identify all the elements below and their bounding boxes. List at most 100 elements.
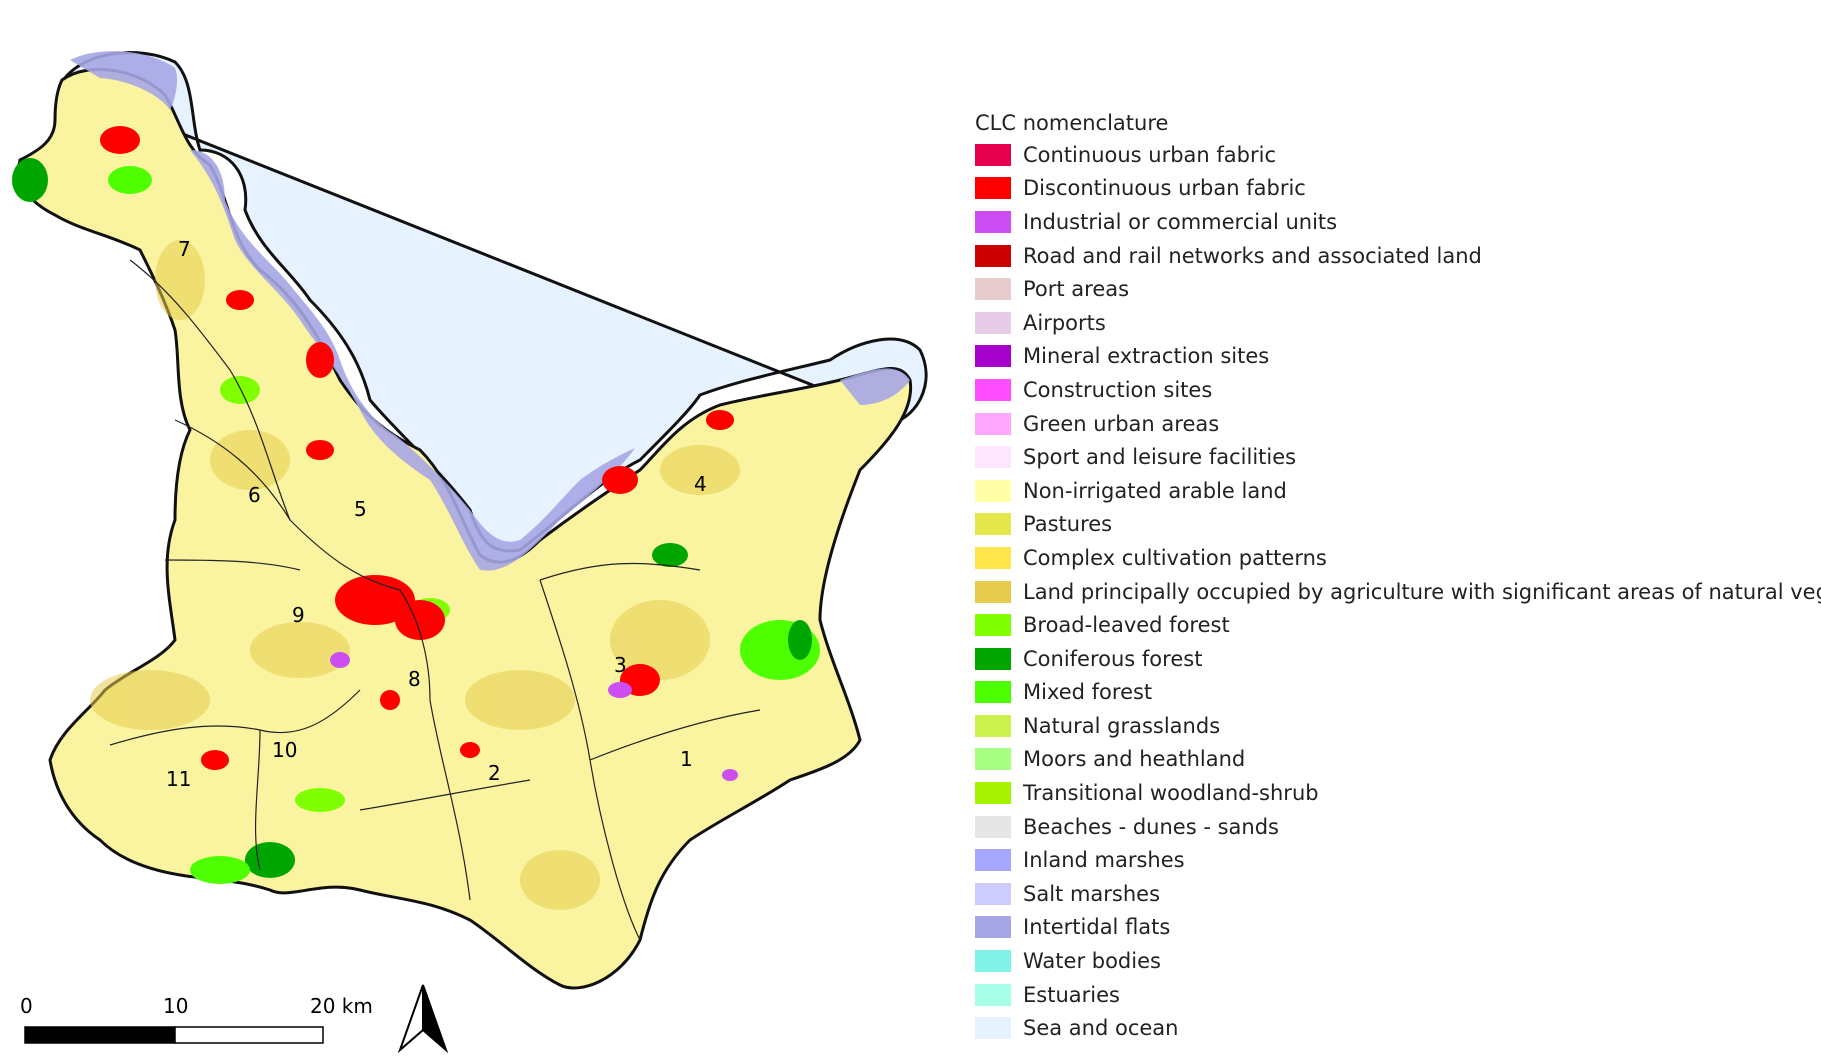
- legend-item: Mixed forest: [975, 676, 1815, 710]
- zone-label-7: 7: [178, 237, 191, 261]
- zone-label-8: 8: [408, 667, 421, 691]
- legend-label: Non-irrigated arable land: [1023, 478, 1287, 503]
- legend-label: Green urban areas: [1023, 411, 1220, 436]
- legend-label: Pastures: [1023, 512, 1113, 537]
- legend-swatch: [975, 580, 1011, 603]
- urban-areas: [100, 126, 734, 770]
- zone-label-11: 11: [166, 767, 191, 791]
- legend-label: Inland marshes: [1023, 848, 1185, 873]
- legend-label: Moors and heathland: [1023, 747, 1246, 772]
- legend-item: Natural grasslands: [975, 709, 1815, 743]
- sea-area: [57, 51, 928, 553]
- scale-bar: 0 10 20 km: [20, 994, 373, 1044]
- legend-label: Beaches - dunes - sands: [1023, 814, 1279, 839]
- legend-swatch: [975, 681, 1011, 704]
- legend-item: Sport and leisure facilities: [975, 440, 1815, 474]
- legend-label: Port areas: [1023, 277, 1130, 302]
- legend-swatch: [975, 244, 1011, 267]
- legend-swatch: [975, 950, 1011, 973]
- zone-label-9: 9: [292, 603, 305, 627]
- legend-swatch: [975, 446, 1011, 469]
- legend-label: Mineral extraction sites: [1023, 344, 1270, 369]
- legend-swatch: [975, 882, 1011, 905]
- legend-item: Road and rail networks and associated la…: [975, 239, 1815, 273]
- legend-label: Complex cultivation patterns: [1023, 545, 1327, 570]
- legend-swatch: [975, 1017, 1011, 1040]
- scale-label-20: 20 km: [310, 994, 373, 1018]
- north-arrow-icon: [397, 984, 449, 1054]
- legend-swatch: [975, 782, 1011, 805]
- legend-item: Mineral extraction sites: [975, 340, 1815, 374]
- legend-swatch: [975, 479, 1011, 502]
- legend-item: Salt marshes: [975, 877, 1815, 911]
- legend-swatch: [975, 177, 1011, 200]
- legend-label: Construction sites: [1023, 377, 1213, 402]
- legend-item: Complex cultivation patterns: [975, 541, 1815, 575]
- sub-basin-boundaries: [109, 259, 761, 941]
- legend-items: Continuous urban fabric Discontinuous urb…: [975, 138, 1821, 1045]
- legend-swatch: [975, 546, 1011, 569]
- legend-swatch: [975, 345, 1011, 368]
- legend-item: Construction sites: [975, 373, 1815, 407]
- legend-item: Land principally occupied by agriculture…: [975, 575, 1821, 609]
- legend-swatch: [975, 311, 1011, 334]
- legend-item: Coniferous forest: [975, 642, 1815, 676]
- legend-label: Water bodies: [1023, 949, 1161, 974]
- legend-label: Estuaries: [1023, 982, 1120, 1007]
- legend-item: Transitional woodland-shrub: [975, 776, 1815, 810]
- legend-item: Discontinuous urban fabric: [975, 172, 1815, 206]
- legend-swatch: [975, 916, 1011, 939]
- legend-label: Sea and ocean: [1023, 1016, 1179, 1041]
- legend-label: Salt marshes: [1023, 881, 1161, 906]
- legend-label: Natural grasslands: [1023, 713, 1221, 738]
- legend-item: Estuaries: [975, 978, 1815, 1012]
- legend-label: Mixed forest: [1023, 680, 1153, 705]
- legend-label: Land principally occupied by agriculture…: [1023, 579, 1821, 604]
- legend-swatch: [975, 647, 1011, 670]
- agriculture-patches: [90, 240, 740, 910]
- legend-swatch: [975, 513, 1011, 536]
- legend-item: Moors and heathland: [975, 743, 1815, 777]
- zone-label-4: 4: [694, 472, 707, 496]
- legend-title: CLC nomenclature: [975, 111, 1169, 135]
- legend-item: Beaches - dunes - sands: [975, 810, 1815, 844]
- legend-swatch: [975, 614, 1011, 637]
- legend-label: Discontinuous urban fabric: [1023, 176, 1306, 201]
- zone-label-10: 10: [272, 738, 297, 762]
- legend-item: Inland marshes: [975, 843, 1815, 877]
- legend-label: Broad-leaved forest: [1023, 613, 1230, 638]
- land-cover-map: 1 2 3 4 5 6 7 8 9 10 11 0 10 20 km: [12, 51, 928, 1054]
- legend-label: Airports: [1023, 310, 1106, 335]
- legend-label: Industrial or commercial units: [1023, 209, 1338, 234]
- legend-swatch: [975, 143, 1011, 166]
- zone-label-2: 2: [488, 761, 501, 785]
- legend-item: Intertidal flats: [975, 911, 1815, 945]
- legend-swatch: [975, 210, 1011, 233]
- legend-item: Pastures: [975, 508, 1815, 542]
- legend-item: Water bodies: [975, 944, 1815, 978]
- zone-label-3: 3: [614, 653, 627, 677]
- industrial-areas: [330, 652, 738, 781]
- legend-item: Broad-leaved forest: [975, 608, 1815, 642]
- legend-swatch: [975, 714, 1011, 737]
- zone-label-5: 5: [354, 497, 367, 521]
- legend-item: Port areas: [975, 272, 1815, 306]
- legend-swatch: [975, 849, 1011, 872]
- legend-label: Road and rail networks and associated la…: [1023, 243, 1482, 268]
- legend: CLC nomenclature Continuous urban fabric…: [975, 108, 1821, 1045]
- legend-label: Intertidal flats: [1023, 915, 1171, 940]
- legend-label: Coniferous forest: [1023, 646, 1203, 671]
- legend-label: Transitional woodland-shrub: [1023, 781, 1319, 806]
- legend-item: Sea and ocean: [975, 1011, 1815, 1045]
- legend-swatch: [975, 378, 1011, 401]
- legend-swatch: [975, 815, 1011, 838]
- scale-label-0: 0: [20, 994, 33, 1018]
- zone-label-6: 6: [248, 483, 261, 507]
- legend-item: Non-irrigated arable land: [975, 474, 1815, 508]
- legend-swatch: [975, 412, 1011, 435]
- legend-swatch: [975, 748, 1011, 771]
- legend-item: Continuous urban fabric: [975, 138, 1815, 172]
- scale-label-10: 10: [163, 994, 188, 1018]
- legend-label: Sport and leisure facilities: [1023, 445, 1297, 470]
- legend-item: Industrial or commercial units: [975, 205, 1815, 239]
